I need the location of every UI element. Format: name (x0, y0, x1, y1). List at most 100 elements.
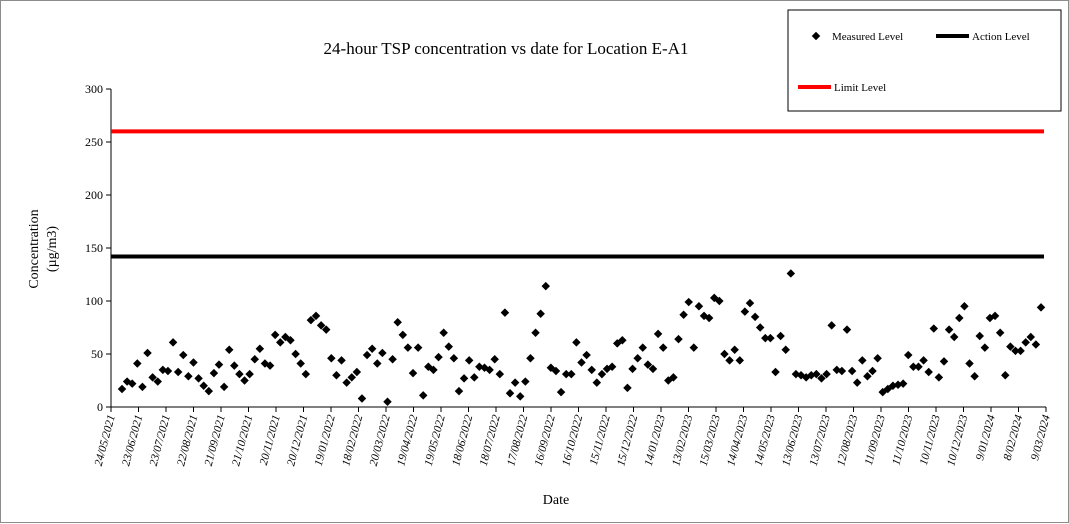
data-point (362, 350, 372, 360)
data-point (592, 378, 602, 387)
data-point (230, 361, 239, 370)
data-point (449, 353, 459, 363)
data-point (868, 366, 877, 376)
data-point (515, 392, 525, 401)
data-point (1026, 332, 1036, 342)
x-tick-label: 11/09/2023 (863, 413, 888, 466)
x-tick-label: 20/03/2022 (368, 413, 393, 467)
data-point (852, 378, 862, 387)
data-point (306, 315, 316, 325)
data-point (577, 358, 586, 367)
x-tick-label: 13/06/2023 (780, 413, 805, 467)
x-tick-label: 24/05/2021 (93, 414, 118, 468)
x-tick-label: 23/06/2021 (120, 414, 145, 468)
data-point (240, 376, 249, 385)
data-point (357, 394, 367, 403)
y-axis-label-line2: (µg/m3) (45, 226, 60, 273)
x-tick-label: 19/05/2022 (423, 413, 448, 467)
data-point (408, 368, 418, 378)
data-point (960, 302, 969, 311)
level-lines (111, 129, 1044, 259)
data-point (194, 374, 203, 383)
data-point (296, 359, 305, 368)
data-point (342, 378, 351, 387)
data-point (572, 338, 581, 347)
x-tick-label: 8/02/2024 (1002, 413, 1026, 461)
y-tick-label: 100 (85, 294, 103, 308)
y-tick-label: 50 (91, 347, 103, 361)
x-tick-label: 10/11/2023 (918, 413, 943, 466)
data-point (898, 379, 908, 388)
data-point (403, 343, 413, 352)
x-tick-label: 23/07/2021 (148, 414, 173, 468)
data-point (638, 343, 648, 352)
x-tick-label: 20/11/2021 (258, 414, 283, 467)
data-point (643, 360, 653, 369)
data-point (771, 367, 780, 377)
data-point (934, 373, 944, 382)
data-point (607, 362, 617, 371)
data-point (327, 353, 336, 363)
data-point (674, 334, 683, 344)
x-tick-label: 22/08/2021 (175, 414, 200, 468)
data-point (291, 349, 300, 359)
legend: Measured Level Action Level Limit Level (787, 9, 1062, 112)
data-point (347, 373, 356, 382)
x-tick-label: 12/08/2023 (835, 413, 860, 467)
x-tick-label: 16/10/2022 (560, 413, 585, 467)
data-point (143, 348, 152, 358)
x-tick-label: 20/12/2021 (285, 414, 310, 468)
y-tick-label: 0 (97, 400, 103, 414)
data-point (817, 374, 826, 383)
measured-points (117, 269, 1046, 406)
data-point (556, 387, 566, 397)
legend-box (787, 9, 1062, 112)
data-point (388, 355, 397, 364)
data-point (975, 331, 984, 341)
x-tick-label: 19/04/2022 (395, 413, 420, 467)
x-tick-label: 21/09/2021 (203, 414, 228, 468)
data-point (776, 331, 785, 341)
data-point (919, 356, 928, 365)
x-tick-label: 11/10/2023 (890, 413, 915, 466)
x-tick-label: 15/12/2022 (615, 413, 640, 467)
data-point (561, 369, 571, 379)
data-point (914, 362, 923, 371)
y-tick-label: 250 (85, 135, 103, 149)
data-point (536, 309, 545, 318)
data-point (551, 366, 561, 376)
data-point (153, 377, 162, 386)
data-point (204, 386, 214, 396)
data-point (531, 328, 540, 338)
data-point (715, 296, 724, 306)
data-point (148, 373, 157, 382)
data-point (276, 338, 285, 347)
data-point (658, 343, 668, 352)
data-point (597, 369, 607, 379)
x-tick-label: 21/10/2021 (230, 414, 255, 468)
data-point (669, 373, 678, 382)
data-point (939, 357, 949, 366)
data-point (1021, 338, 1030, 347)
data-point (352, 367, 362, 377)
data-point (459, 374, 469, 383)
data-point (117, 384, 127, 394)
data-point (582, 350, 591, 360)
data-point (301, 369, 311, 379)
data-point (679, 310, 688, 320)
data-point (541, 281, 551, 291)
data-point (505, 388, 515, 398)
data-point (735, 356, 745, 365)
data-point (378, 348, 387, 358)
data-point (245, 369, 254, 379)
x-tick-label: 9/03/2024 (1029, 413, 1053, 461)
x-tick-label: 18/07/2022 (478, 413, 503, 467)
data-point (189, 358, 198, 367)
data-point (235, 369, 244, 379)
data-point (1001, 370, 1010, 380)
data-point (730, 345, 739, 355)
data-point (490, 355, 499, 364)
data-point (863, 372, 872, 381)
y-tick-label: 200 (85, 188, 103, 202)
data-point (929, 324, 939, 333)
